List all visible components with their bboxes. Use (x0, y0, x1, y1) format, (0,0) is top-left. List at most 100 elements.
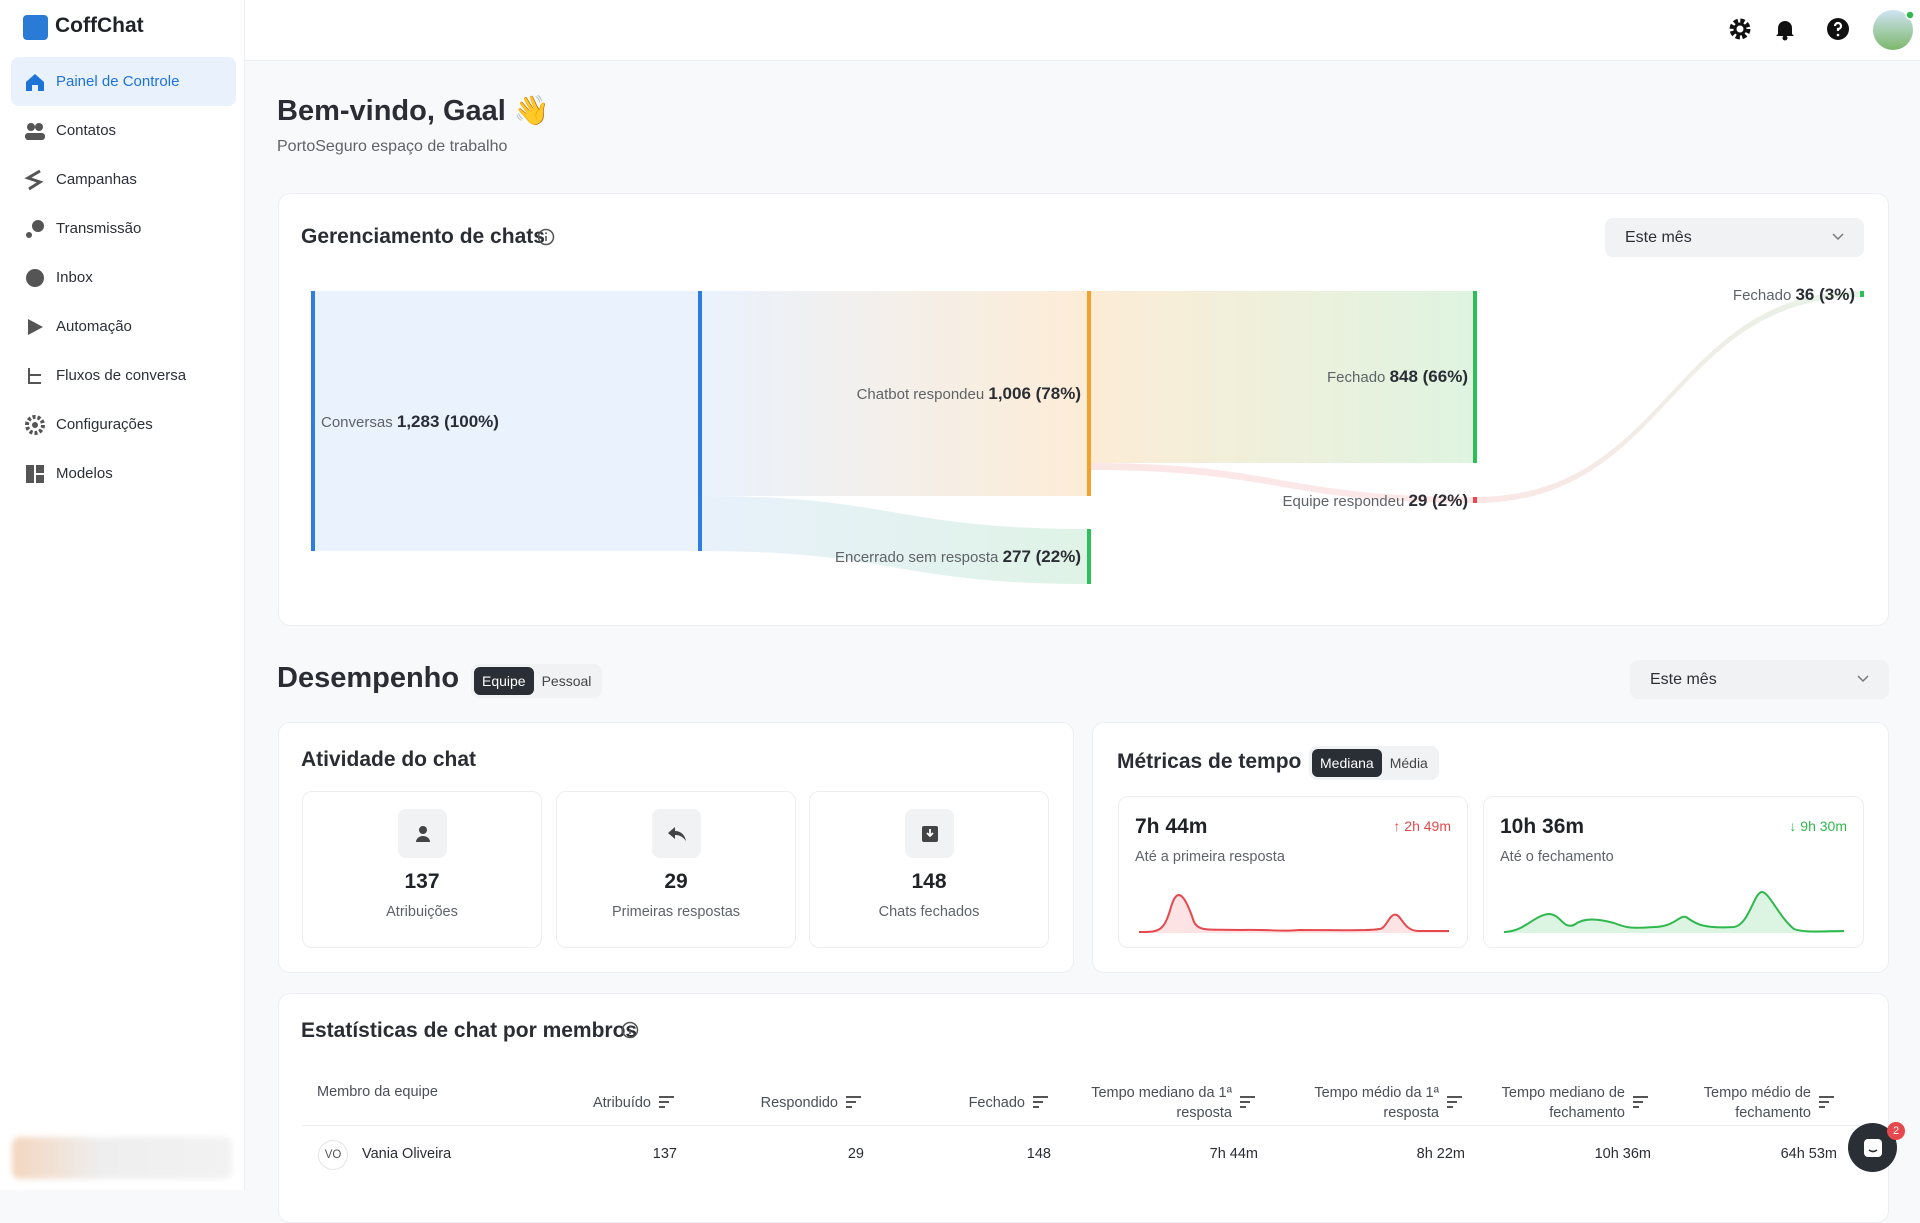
sort-line (1447, 1106, 1453, 1108)
scope-tabs: Equipe Pessoal (471, 664, 603, 698)
tab[interactable]: Média (1389, 755, 1428, 771)
column-header[interactable]: Tempo mediano de fechamento (1465, 1082, 1625, 1123)
card-title: Atividade do chat (301, 748, 477, 771)
sort-line (659, 1101, 669, 1103)
sort-line (1819, 1101, 1829, 1103)
node-value: 36 (3%) (1795, 285, 1855, 304)
nav-item[interactable]: Modelos (11, 449, 236, 498)
table-cell: 137 (652, 1146, 677, 1162)
nav-item[interactable]: Fluxos de conversa (11, 351, 236, 400)
column-header[interactable]: Respondido (678, 1082, 838, 1123)
tab[interactable]: Equipe (474, 667, 534, 695)
info-icon[interactable] (537, 228, 555, 246)
flow (1089, 463, 1475, 503)
sidebar: CoffChat Painel de Controle Contatos Cam… (0, 0, 245, 1190)
metric-label: Até o fechamento (1500, 849, 1614, 865)
sort-line (1633, 1106, 1639, 1108)
node-name: Fechado (1732, 287, 1792, 304)
sort-icon[interactable] (659, 1096, 674, 1108)
stat-icon (398, 809, 447, 858)
stat-value: 29 (664, 870, 688, 893)
metric-card: 7h 44m ↑ 2h 49m Até a primeira resposta (1118, 796, 1468, 948)
nav-icon (26, 220, 44, 238)
metric-change: ↑ 2h 49m (1393, 818, 1451, 834)
member-avatar: VO (318, 1140, 348, 1170)
logo (23, 15, 48, 40)
stat-icon (652, 809, 701, 858)
stat-label: Primeiras respostas (611, 904, 741, 920)
node-name: Conversas (321, 414, 393, 431)
metric-change: ↓ 9h 30m (1789, 818, 1847, 834)
column-header[interactable]: Membro da equipe (317, 1082, 438, 1102)
node-label: Encerrado sem resposta 277 (22%) (835, 547, 1081, 567)
column-title: Tempo médio de fechamento (1703, 1084, 1811, 1121)
table-cell: 7h 44m (1209, 1146, 1258, 1162)
nav-item[interactable]: Inbox (11, 253, 236, 302)
column-header[interactable]: Tempo médio de fechamento (1651, 1082, 1811, 1123)
stat-label: Chats fechados (878, 904, 980, 920)
column-header[interactable]: Tempo mediano da 1ª resposta (1072, 1082, 1232, 1123)
column-title: Tempo mediano da 1ª resposta (1091, 1084, 1232, 1121)
metric-card: 10h 36m ↓ 9h 30m Até o fechamento (1483, 796, 1864, 948)
nav-label: Transmissão (56, 220, 142, 237)
node-name: Encerrado sem resposta (834, 549, 999, 566)
sort-line (1240, 1101, 1250, 1103)
card-title: Gerenciamento de chats (301, 225, 545, 248)
node-bar (1860, 291, 1864, 297)
sort-icon[interactable] (1240, 1096, 1255, 1108)
flow (1475, 291, 1862, 503)
node-value: 29 (2%) (1408, 491, 1468, 510)
flow (1089, 291, 1475, 463)
nav-item[interactable]: Configurações (11, 400, 236, 449)
sort-line (846, 1101, 856, 1103)
sort-line (846, 1106, 852, 1108)
nav-item[interactable]: Painel de Controle (11, 57, 236, 106)
sort-line (1033, 1101, 1043, 1103)
table-cell: 148 (1026, 1146, 1051, 1162)
user-avatar[interactable] (1872, 8, 1916, 52)
column-header[interactable]: Fechado (865, 1082, 1025, 1123)
flow (700, 291, 1089, 496)
node-name: Fechado (1327, 369, 1386, 386)
sort-line (1633, 1101, 1643, 1103)
node-bar (1473, 497, 1477, 503)
node-bar (1473, 291, 1477, 463)
column-header[interactable]: Atribuído (491, 1082, 651, 1123)
nav-icon (24, 169, 44, 191)
nav-item[interactable]: Campanhas (11, 155, 236, 204)
info-icon[interactable] (621, 1021, 639, 1039)
column-title: Fechado (968, 1094, 1025, 1111)
tab[interactable]: Pessoal (541, 673, 592, 689)
metric-value: 10h 36m (1500, 815, 1585, 838)
sort-icon[interactable] (1633, 1096, 1648, 1108)
nav-item[interactable]: Contatos (11, 106, 236, 155)
help-icon[interactable] (1826, 17, 1850, 41)
table-cell: 10h 36m (1594, 1146, 1651, 1162)
member-name: Vania Oliveira (362, 1146, 452, 1162)
tab[interactable]: Mediana (1312, 749, 1382, 777)
node-value: 1,006 (78%) (988, 384, 1081, 403)
period-dropdown[interactable]: Este mês (1605, 218, 1864, 257)
nav-label: Configurações (56, 416, 153, 433)
dropdown-value: Este mês (1625, 228, 1692, 246)
node-bar (311, 291, 315, 551)
sort-icon[interactable] (1819, 1096, 1834, 1108)
sankey (311, 291, 1864, 584)
nav-item[interactable]: Transmissão (11, 204, 236, 253)
dropdown-value: Este mês (1650, 670, 1717, 688)
nav-item[interactable]: Automação (11, 302, 236, 351)
sort-icon[interactable] (846, 1096, 861, 1108)
period-dropdown[interactable]: Este mês (1630, 660, 1889, 699)
user-profile[interactable] (12, 1137, 232, 1179)
sort-icon[interactable] (1033, 1096, 1048, 1108)
notifications-icon[interactable] (1773, 17, 1797, 41)
nav-label: Inbox (56, 269, 93, 286)
settings-icon[interactable] (1728, 17, 1752, 41)
divider (302, 1125, 1865, 1126)
nav-label: Campanhas (56, 171, 137, 188)
sort-icon[interactable] (1447, 1096, 1462, 1108)
column-header[interactable]: Tempo médio da 1ª resposta (1279, 1082, 1439, 1123)
section-title: Desempenho (277, 662, 460, 694)
nav-icon (28, 368, 41, 384)
sort-line (1033, 1106, 1039, 1108)
